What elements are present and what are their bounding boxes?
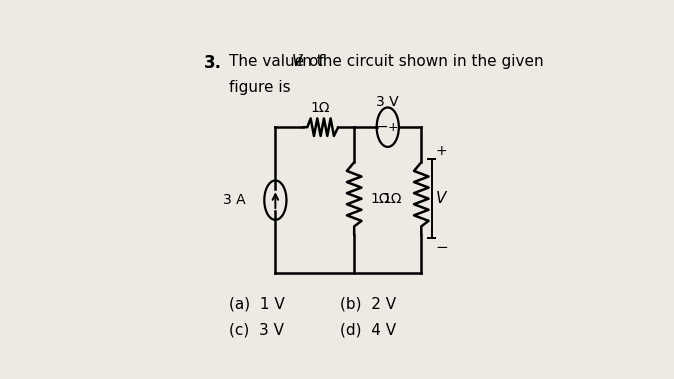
Text: The value of: The value of [228,54,328,69]
Text: +: + [388,121,398,134]
Text: V: V [291,54,302,69]
Text: 3 V: 3 V [376,96,399,110]
Text: 3.: 3. [204,54,222,72]
Text: +: + [435,144,447,158]
Text: (a)  1 V: (a) 1 V [228,296,284,312]
Text: (b)  2 V: (b) 2 V [340,296,396,312]
Text: 1Ω: 1Ω [383,192,402,206]
Text: −: − [376,120,388,134]
Text: figure is: figure is [228,80,290,96]
Text: −: − [435,240,448,255]
Text: (d)  4 V: (d) 4 V [340,323,396,338]
Text: 1Ω: 1Ω [370,192,390,206]
Text: 3 A: 3 A [222,193,245,207]
Text: V: V [436,191,446,206]
Text: (c)  3 V: (c) 3 V [228,323,284,338]
Text: in the circuit shown in the given: in the circuit shown in the given [298,54,544,69]
Text: 1Ω: 1Ω [311,101,330,115]
